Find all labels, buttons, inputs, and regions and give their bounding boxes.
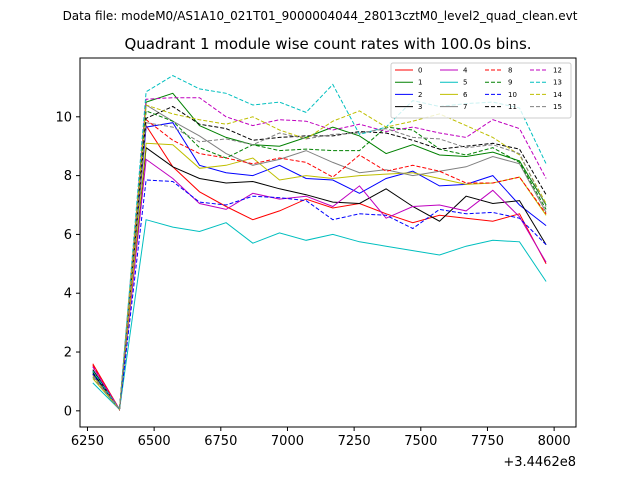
x-tick-label: 6250 <box>71 434 104 449</box>
series-line-0 <box>92 124 547 411</box>
series-line-7 <box>92 104 547 411</box>
legend-label-9: 9 <box>508 79 512 87</box>
y-tick-label: 6 <box>64 228 72 243</box>
series-line-6 <box>92 142 547 411</box>
x-tick-label: 7500 <box>404 434 437 449</box>
legend-label-2: 2 <box>418 91 422 99</box>
series-line-4 <box>92 158 547 411</box>
legend-label-3: 3 <box>418 103 422 111</box>
series-line-2 <box>92 122 547 411</box>
y-tick-label: 2 <box>64 346 72 361</box>
series-line-9 <box>92 110 547 411</box>
axis-ticks: 6250 6500 6750 7000 7250 7500 7750 8000 0 2 4 6 8 10 <box>55 110 570 449</box>
legend-label-6: 6 <box>463 91 468 99</box>
series-line-8 <box>92 118 547 411</box>
y-tick-label: 4 <box>64 287 72 302</box>
series-line-1 <box>92 92 547 411</box>
legend-label-13: 13 <box>553 79 562 87</box>
legend-label-8: 8 <box>508 67 512 75</box>
legend-label-0: 0 <box>418 67 422 75</box>
legend-box <box>390 62 572 119</box>
y-tick-label: 8 <box>64 169 72 184</box>
series-line-5 <box>92 219 547 411</box>
legend-label-11: 11 <box>508 103 517 111</box>
legend-label-10: 10 <box>508 91 517 99</box>
legend-label-5: 5 <box>463 79 467 87</box>
x-tick-label: 7000 <box>271 434 304 449</box>
legend-label-4: 4 <box>463 67 468 75</box>
y-tick-label: 0 <box>64 404 72 419</box>
series-line-14 <box>92 104 547 411</box>
legend-label-14: 14 <box>553 91 562 99</box>
x-tick-label: 8000 <box>538 434 571 449</box>
chart-title: Quadrant 1 module wise count rates with … <box>124 35 531 53</box>
y-tick-label: 10 <box>55 110 72 125</box>
x-tick-label: 7750 <box>471 434 504 449</box>
x-tick-label: 7250 <box>338 434 371 449</box>
x-axis-offset-label: +3.4462e8 <box>503 455 576 470</box>
figure-suptitle: Data file: modeM0/AS1A10_021T01_90000040… <box>63 9 578 23</box>
x-tick-label: 6500 <box>138 434 171 449</box>
series-line-12 <box>92 97 547 411</box>
series-line-15 <box>92 122 547 411</box>
axes-frame <box>79 57 577 428</box>
series-line-3 <box>92 146 547 411</box>
series-line-11 <box>92 105 547 411</box>
series-line-10 <box>92 179 547 411</box>
x-tick-label: 6750 <box>204 434 237 449</box>
legend-label-7: 7 <box>463 103 467 111</box>
series-line-13 <box>92 75 547 411</box>
plot-area <box>92 75 547 411</box>
legend-label-1: 1 <box>418 79 422 87</box>
legend-label-15: 15 <box>553 103 562 111</box>
legend-label-12: 12 <box>553 67 562 75</box>
